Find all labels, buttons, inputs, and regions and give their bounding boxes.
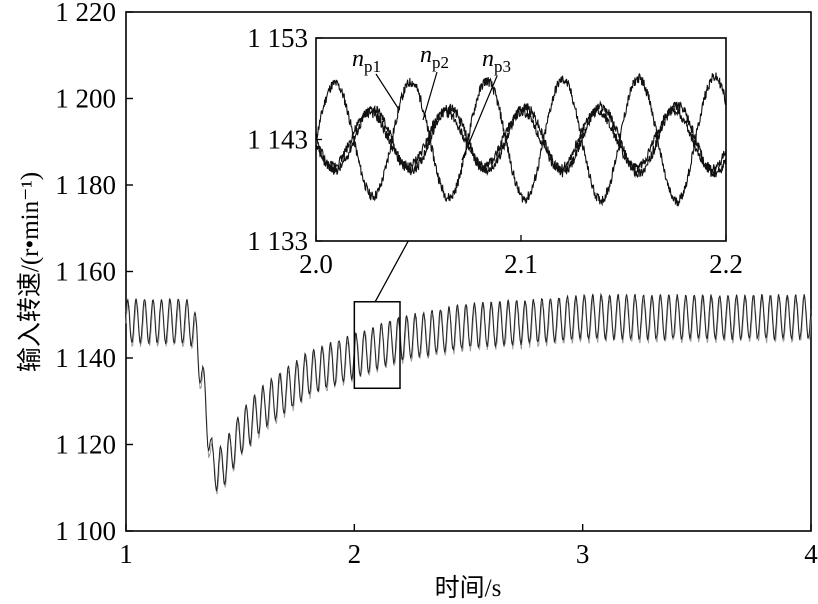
- main-y-tick-label: 1 100: [55, 516, 116, 546]
- inset-x-tick-label: 2.1: [504, 249, 538, 279]
- series-label-pointer-p2: [422, 71, 438, 121]
- inset-y-ticks: 1 153 1 143 1 133: [247, 23, 322, 256]
- zoom-region-box: [353, 301, 401, 390]
- series-label-p3: np3: [482, 46, 511, 76]
- main-y-tick-label: 1 160: [55, 257, 116, 287]
- series-label-pointer-p1: [375, 73, 399, 109]
- series-label-p2: np2: [420, 42, 449, 72]
- inset-y-tick-label: 1 133: [247, 226, 308, 256]
- y-axis-title: 输入转速/(r•min⁻¹): [16, 172, 44, 372]
- main-y-tick-label: 1 220: [55, 0, 116, 27]
- main-series-layer: [125, 292, 812, 495]
- inset-series-labels: np1 np2 np3: [352, 42, 511, 161]
- zoom-leader-line: [374, 240, 409, 303]
- x-axis-title: 时间/s: [435, 574, 502, 602]
- main-series-line: [125, 292, 812, 492]
- inset-x-tick-label: 2.0: [299, 249, 333, 279]
- series-label-pointer-p3: [461, 75, 498, 161]
- main-y-tick-label: 1 180: [55, 170, 116, 200]
- main-x-tick-label: 1: [119, 539, 133, 569]
- main-y-ticks: 1 100 1 120 1 140 1 160 1 180 1 200 1 220: [55, 0, 133, 546]
- main-y-tick-label: 1 140: [55, 343, 116, 373]
- main-x-tick-label: 4: [804, 539, 818, 569]
- inset-plot: 2.0 2.1 2.2 1 153 1 143 1 133 np1 np2 np3: [247, 23, 743, 279]
- main-plot: 1 2 3 4 1 100 1 120 1 140 1 160 1 180 1 200 1 220: [55, 0, 818, 569]
- inset-series-line-p3: [315, 104, 727, 174]
- main-y-tick-label: 1 200: [55, 84, 116, 114]
- main-x-tick-label: 3: [576, 539, 590, 569]
- inset-y-tick-label: 1 143: [247, 125, 308, 155]
- inset-x-ticks: 2.0 2.1 2.2: [299, 235, 743, 279]
- main-x-ticks: 1 2 3 4: [119, 524, 818, 569]
- inset-y-tick-label: 1 153: [247, 23, 308, 53]
- main-x-tick-label: 2: [348, 539, 362, 569]
- series-label-p1: np1: [352, 46, 381, 76]
- main-y-tick-label: 1 120: [55, 430, 116, 460]
- inset-x-tick-label: 2.2: [709, 249, 743, 279]
- inset-series-layer: [315, 72, 727, 208]
